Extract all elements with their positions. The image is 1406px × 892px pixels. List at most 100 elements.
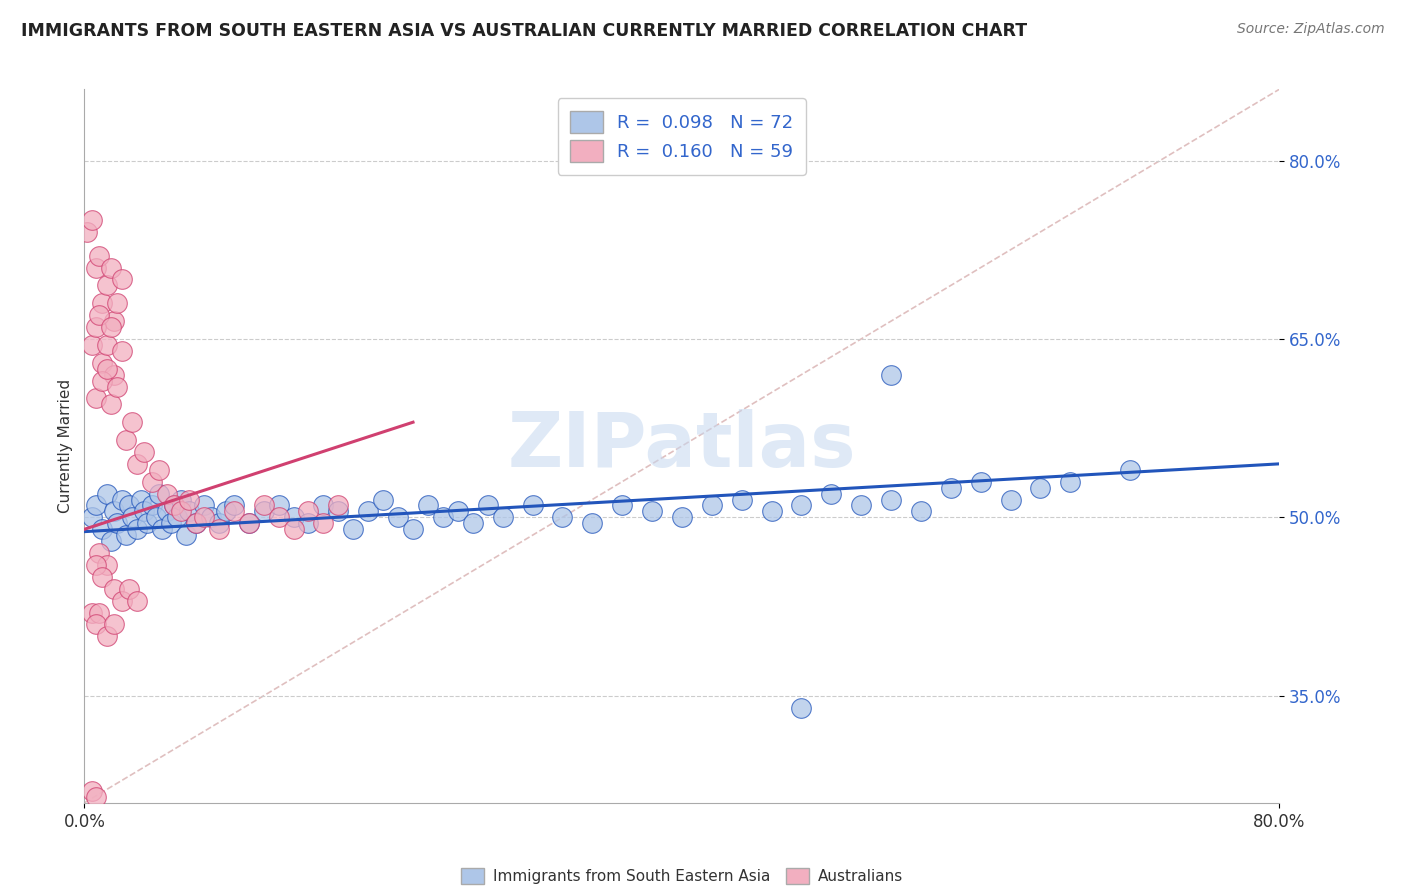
Point — [148, 463, 170, 477]
Point — [186, 516, 208, 531]
Point — [160, 516, 183, 531]
Point — [761, 504, 783, 518]
Point — [790, 700, 813, 714]
Point — [129, 492, 152, 507]
Point — [89, 606, 111, 620]
Point — [522, 499, 544, 513]
Point — [851, 499, 873, 513]
Point — [125, 457, 148, 471]
Point — [222, 504, 245, 518]
Point — [91, 356, 114, 370]
Point — [155, 504, 177, 518]
Point — [96, 558, 118, 572]
Point — [86, 499, 108, 513]
Point — [731, 492, 754, 507]
Point — [96, 361, 118, 376]
Point — [141, 475, 163, 489]
Point — [193, 510, 215, 524]
Point — [215, 504, 238, 518]
Point — [100, 320, 122, 334]
Point — [222, 499, 245, 513]
Point — [267, 510, 290, 524]
Point — [103, 504, 125, 518]
Point — [80, 510, 103, 524]
Point — [91, 296, 114, 310]
Point — [416, 499, 439, 513]
Point — [91, 522, 114, 536]
Point — [939, 481, 962, 495]
Point — [103, 617, 125, 632]
Point — [121, 415, 143, 429]
Point — [1029, 481, 1052, 495]
Point — [357, 504, 380, 518]
Point — [118, 499, 141, 513]
Point — [402, 522, 425, 536]
Point — [80, 606, 103, 620]
Point — [170, 504, 193, 518]
Point — [103, 582, 125, 596]
Point — [312, 516, 335, 531]
Point — [820, 486, 842, 500]
Point — [91, 570, 114, 584]
Point — [96, 278, 118, 293]
Point — [612, 499, 634, 513]
Point — [100, 534, 122, 549]
Point — [148, 486, 170, 500]
Point — [581, 516, 603, 531]
Point — [111, 593, 134, 607]
Point — [238, 516, 260, 531]
Point — [641, 504, 664, 518]
Point — [103, 314, 125, 328]
Point — [96, 629, 118, 643]
Point — [136, 516, 159, 531]
Point — [970, 475, 993, 489]
Point — [166, 510, 188, 524]
Point — [186, 516, 208, 531]
Point — [447, 504, 470, 518]
Point — [91, 374, 114, 388]
Point — [297, 504, 319, 518]
Point — [111, 272, 134, 286]
Point — [342, 522, 364, 536]
Point — [432, 510, 454, 524]
Point — [125, 522, 148, 536]
Point — [200, 510, 222, 524]
Point — [477, 499, 499, 513]
Point — [253, 499, 276, 513]
Point — [671, 510, 693, 524]
Point — [328, 504, 350, 518]
Point — [96, 338, 118, 352]
Point — [267, 499, 290, 513]
Point — [910, 504, 932, 518]
Point — [193, 499, 215, 513]
Point — [1119, 463, 1142, 477]
Point — [96, 486, 118, 500]
Point — [145, 510, 167, 524]
Point — [103, 368, 125, 382]
Point — [461, 516, 484, 531]
Point — [312, 499, 335, 513]
Point — [125, 593, 148, 607]
Point — [700, 499, 723, 513]
Point — [170, 492, 193, 507]
Point — [177, 504, 200, 518]
Y-axis label: Currently Married: Currently Married — [58, 379, 73, 513]
Text: Source: ZipAtlas.com: Source: ZipAtlas.com — [1237, 22, 1385, 37]
Point — [105, 379, 128, 393]
Point — [132, 445, 156, 459]
Point — [177, 492, 200, 507]
Point — [80, 784, 103, 798]
Point — [115, 528, 138, 542]
Point — [141, 499, 163, 513]
Point — [208, 516, 231, 531]
Point — [118, 582, 141, 596]
Point — [253, 504, 276, 518]
Point — [328, 499, 350, 513]
Point — [100, 397, 122, 411]
Point — [86, 617, 108, 632]
Point — [283, 510, 305, 524]
Point — [86, 392, 108, 406]
Point — [80, 213, 103, 227]
Point — [115, 433, 138, 447]
Point — [132, 504, 156, 518]
